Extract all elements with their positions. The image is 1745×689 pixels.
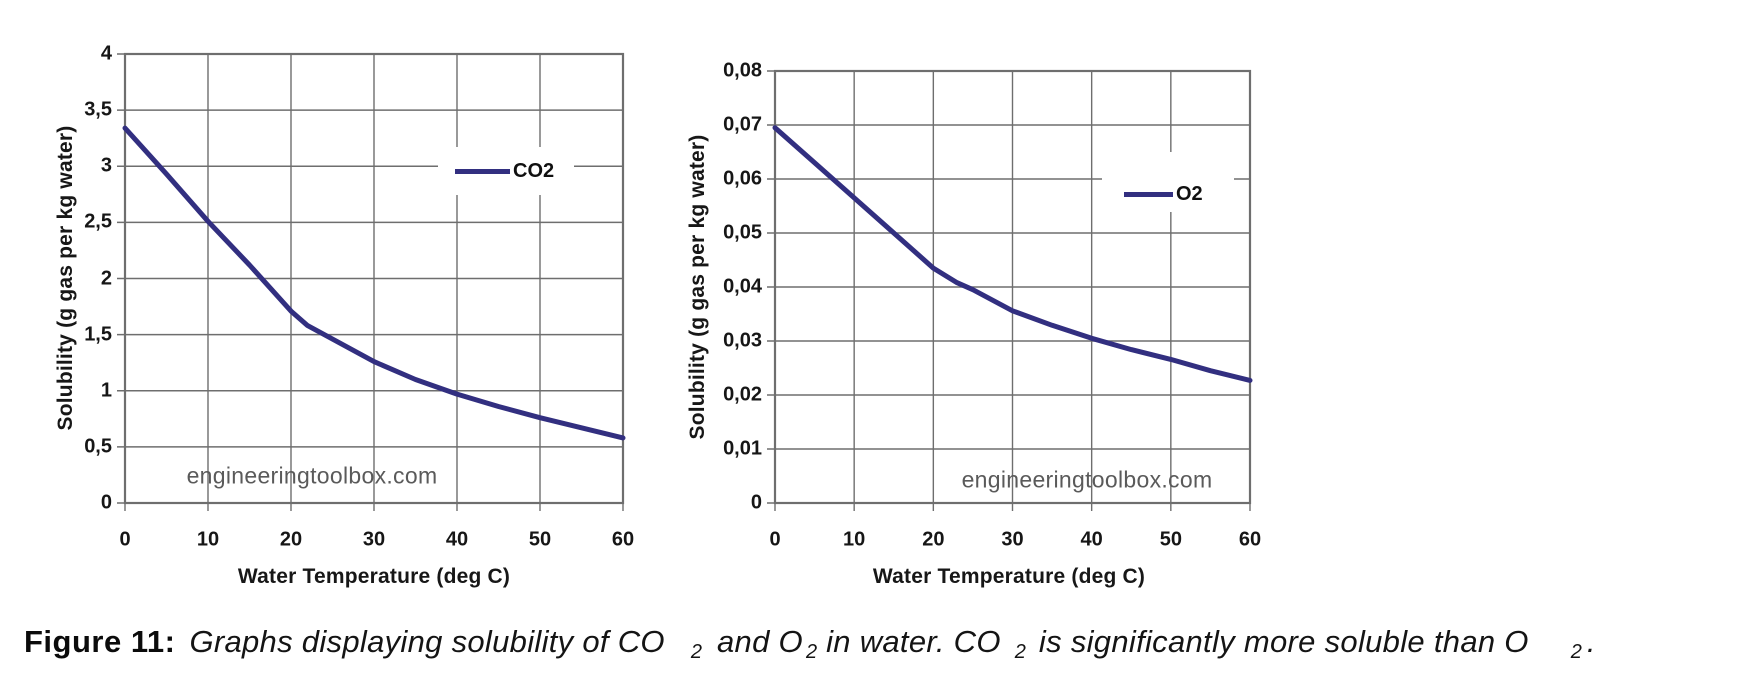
y-tick-label: 1,5 — [84, 323, 112, 346]
y-tick-label: 3 — [100, 154, 112, 177]
o2-y-axis-title: Solubility (g gas per kg water) — [686, 134, 709, 440]
x-tick-label: 40 — [445, 528, 469, 551]
o2-curve — [772, 125, 1253, 383]
caption-subscript: 2 — [690, 641, 702, 663]
x-tick-label: 50 — [1159, 528, 1182, 551]
co2-legend-label: CO2 — [513, 160, 555, 182]
y-tick-label: 0,5 — [84, 435, 112, 458]
x-tick-label: 60 — [611, 528, 635, 551]
caption-text: is significantly more soluble than O — [1038, 624, 1529, 659]
y-tick-label: 0,08 — [723, 59, 762, 82]
caption-subscript: 2 — [1014, 641, 1026, 663]
y-tick-label: 4 — [100, 42, 112, 65]
y-tick-label: 1 — [100, 379, 112, 402]
plot-border — [773, 69, 1252, 505]
co2-legend: CO2 — [451, 158, 559, 185]
plot-border — [123, 52, 625, 505]
x-tick-label: 20 — [922, 528, 945, 551]
y-tick-label: 0,05 — [723, 221, 762, 244]
y-tick-label: 0,02 — [723, 383, 762, 406]
y-tick-label: 0,04 — [723, 275, 762, 298]
co2-curve — [122, 125, 626, 441]
x-tick-label: 0 — [119, 528, 131, 551]
caption-text: . — [1586, 624, 1596, 659]
o2-legend-label: O2 — [1176, 183, 1203, 205]
caption-text: Graphs displaying solubility of CO — [189, 624, 665, 659]
y-tick-label: 3,5 — [84, 98, 112, 121]
x-tick-label: 60 — [1238, 528, 1262, 551]
y-tick-label: 0,01 — [723, 437, 762, 460]
y-tick-label: 2 — [100, 267, 112, 289]
co2-legend-line-swatch — [455, 169, 510, 174]
x-tick-label: 50 — [528, 528, 552, 551]
solubility-charts-canvas — [117, 52, 1253, 511]
figure-caption-label: Figure 11: — [24, 624, 176, 659]
co2-y-axis-title: Solubility (g gas per kg water) — [54, 125, 77, 431]
caption-subscript: 2 — [1570, 641, 1582, 663]
y-tick-label: 2,5 — [84, 210, 112, 233]
x-tick-label: 40 — [1080, 528, 1103, 551]
caption-subscript: 2 — [805, 641, 818, 663]
figure-caption: Figure 11: Graphs displaying solubility o… — [24, 621, 1739, 667]
x-tick-label: 10 — [196, 528, 220, 551]
co2-x-axis-title: Water Temperature (deg C) — [237, 565, 511, 588]
caption-text: and O — [716, 624, 803, 659]
x-tick-label: 20 — [279, 528, 303, 551]
x-tick-label: 30 — [362, 528, 386, 551]
y-tick-label: 0 — [750, 491, 762, 514]
y-tick-label: 0,06 — [723, 167, 762, 190]
y-tick-label: 0,07 — [723, 113, 762, 136]
x-tick-label: 30 — [1001, 528, 1024, 551]
y-tick-label: 0 — [100, 491, 112, 514]
y-tick-label: 0,03 — [723, 329, 762, 352]
o2-legend-line-swatch — [1124, 192, 1173, 197]
co2-watermark: engineeringtoolbox.com — [186, 462, 438, 489]
o2-x-axis-title: Water Temperature (deg C) — [872, 565, 1146, 588]
x-tick-label: 10 — [843, 528, 866, 551]
o2-legend: O2 — [1120, 181, 1207, 208]
x-tick-label: 0 — [769, 528, 781, 551]
caption-text: in water. CO — [826, 624, 1001, 659]
o2-watermark: engineeringtoolbox.com — [961, 466, 1213, 493]
